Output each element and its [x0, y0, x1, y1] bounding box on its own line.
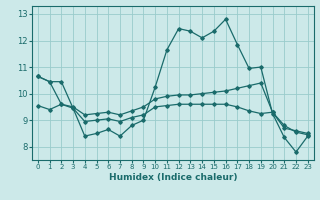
X-axis label: Humidex (Indice chaleur): Humidex (Indice chaleur)	[108, 173, 237, 182]
